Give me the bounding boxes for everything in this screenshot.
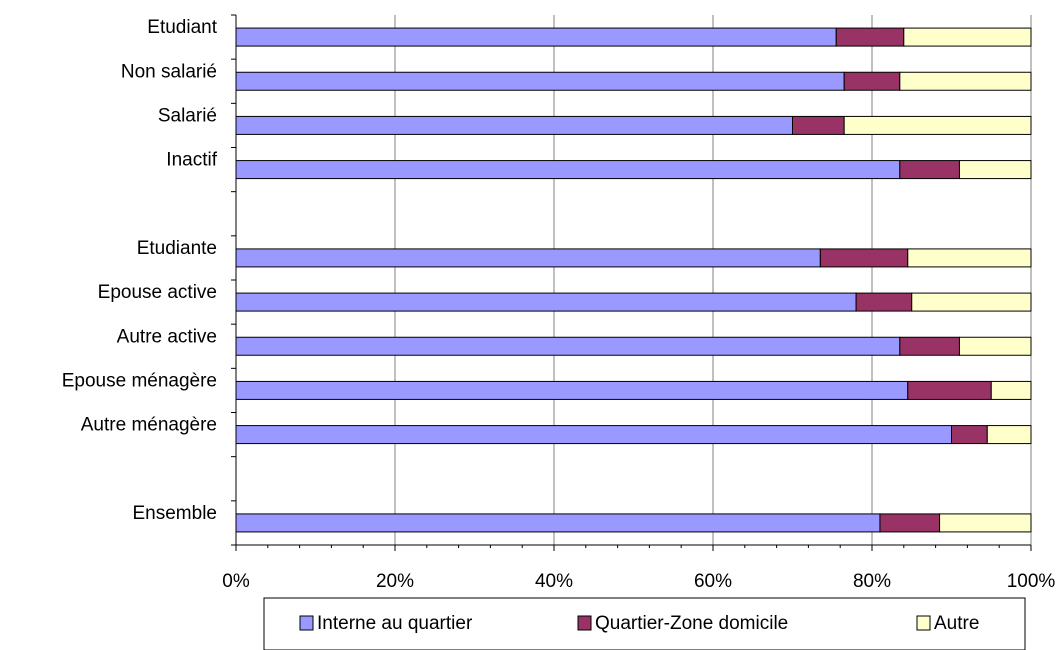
bar-segment — [939, 513, 1032, 533]
x-tick-label: 40% — [535, 571, 573, 592]
bar-segment — [951, 425, 988, 445]
bar-segment — [792, 115, 845, 135]
bar-segment — [903, 27, 1032, 47]
category-label: Salarié — [158, 105, 217, 126]
bar-segment — [835, 27, 905, 47]
bar-segment — [235, 160, 901, 180]
bar-segment — [958, 336, 1032, 356]
bar-segment — [899, 336, 960, 356]
axes — [231, 14, 1032, 551]
bar-segment — [235, 425, 952, 445]
legend-label: Quartier-Zone domicile — [595, 613, 788, 634]
category-label: Etudiant — [147, 17, 217, 38]
bar-segment — [899, 160, 960, 180]
bar-segment — [899, 71, 1032, 91]
bar-segment — [855, 292, 913, 312]
bar-segment — [235, 248, 821, 268]
legend: Interne au quartier Quartier-Zone domicil… — [263, 597, 1026, 650]
bar-segment — [907, 380, 992, 400]
bar-segment — [879, 513, 941, 533]
x-tick-labels: 0% 20% 40% 60% 80% 100% — [222, 571, 1055, 592]
legend-label: Interne au quartier — [317, 613, 473, 634]
gridlines — [394, 15, 1032, 545]
x-tick-label: 100% — [1007, 571, 1056, 592]
x-tick-label: 0% — [222, 571, 250, 592]
bar-segment — [235, 27, 837, 47]
bar-segment — [235, 115, 793, 135]
category-labels: Etudiant Non salarié Salarié Inactif Etudian… — [62, 17, 218, 524]
legend-label: Autre — [934, 613, 979, 634]
category-label: Autre ménagère — [81, 415, 217, 436]
legend-swatch — [916, 615, 931, 631]
category-label: Autre active — [117, 326, 217, 347]
x-tick-label: 20% — [376, 571, 414, 592]
bar-segment — [843, 115, 1032, 135]
category-label: Epouse ménagère — [62, 370, 217, 391]
bar-segment — [911, 292, 1032, 312]
category-label: Ensemble — [133, 503, 218, 524]
category-label: Inactif — [166, 150, 217, 171]
bar-segment — [986, 425, 1032, 445]
bar-segment — [235, 292, 857, 312]
bar-segment — [235, 336, 901, 356]
bar-segment — [235, 71, 845, 91]
legend-swatch — [299, 615, 314, 631]
bar-segment — [843, 71, 901, 91]
bar-segment — [819, 248, 909, 268]
x-tick-label: 80% — [853, 571, 891, 592]
bars — [235, 27, 1032, 533]
bar-segment — [235, 513, 881, 533]
bar-segment — [907, 248, 1032, 268]
category-label: Etudiante — [137, 238, 217, 259]
category-label: Non salarié — [121, 61, 217, 82]
legend-box — [263, 597, 1026, 650]
category-label: Epouse active — [98, 282, 217, 303]
legend-swatch — [577, 615, 592, 631]
bar-segment — [235, 380, 909, 400]
bar-segment — [958, 160, 1032, 180]
bar-segment — [990, 380, 1032, 400]
x-tick-label: 60% — [694, 571, 732, 592]
